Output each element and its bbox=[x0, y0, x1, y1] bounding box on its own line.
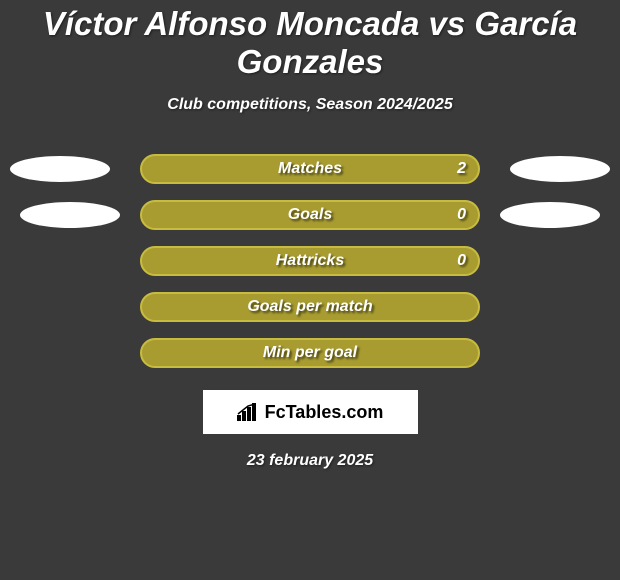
stat-bar: Min per goal bbox=[140, 338, 480, 368]
stat-label: Goals per match bbox=[247, 298, 372, 316]
player-left-ellipse bbox=[20, 202, 120, 228]
subtitle: Club competitions, Season 2024/2025 bbox=[0, 96, 620, 114]
stat-bar: Goals 0 bbox=[140, 200, 480, 230]
stat-row: Matches 2 bbox=[0, 154, 620, 184]
stat-rows: Matches 2 Goals 0 Hattricks 0 Goals per match M… bbox=[0, 154, 620, 368]
stat-row: Goals 0 bbox=[0, 200, 620, 230]
stat-row: Hattricks 0 bbox=[0, 246, 620, 276]
stat-bar: Goals per match bbox=[140, 292, 480, 322]
stat-label: Hattricks bbox=[276, 252, 344, 270]
stat-value: 0 bbox=[457, 206, 466, 224]
stat-row: Goals per match bbox=[0, 292, 620, 322]
date-text: 23 february 2025 bbox=[0, 452, 620, 470]
chart-icon bbox=[237, 403, 259, 421]
stat-bar: Matches 2 bbox=[140, 154, 480, 184]
logo-text: FcTables.com bbox=[265, 402, 384, 423]
stat-label: Goals bbox=[288, 206, 332, 224]
stat-value: 2 bbox=[457, 160, 466, 178]
player-left-ellipse bbox=[10, 156, 110, 182]
stat-row: Min per goal bbox=[0, 338, 620, 368]
logo: FcTables.com bbox=[237, 402, 384, 423]
logo-box: FcTables.com bbox=[203, 390, 418, 434]
page-title: Víctor Alfonso Moncada vs García Gonzale… bbox=[0, 5, 620, 81]
stat-label: Matches bbox=[278, 160, 342, 178]
comparison-infographic: Víctor Alfonso Moncada vs García Gonzale… bbox=[0, 0, 620, 470]
stat-bar: Hattricks 0 bbox=[140, 246, 480, 276]
stat-label: Min per goal bbox=[263, 344, 357, 362]
player-right-ellipse bbox=[510, 156, 610, 182]
stat-value: 0 bbox=[457, 252, 466, 270]
player-right-ellipse bbox=[500, 202, 600, 228]
